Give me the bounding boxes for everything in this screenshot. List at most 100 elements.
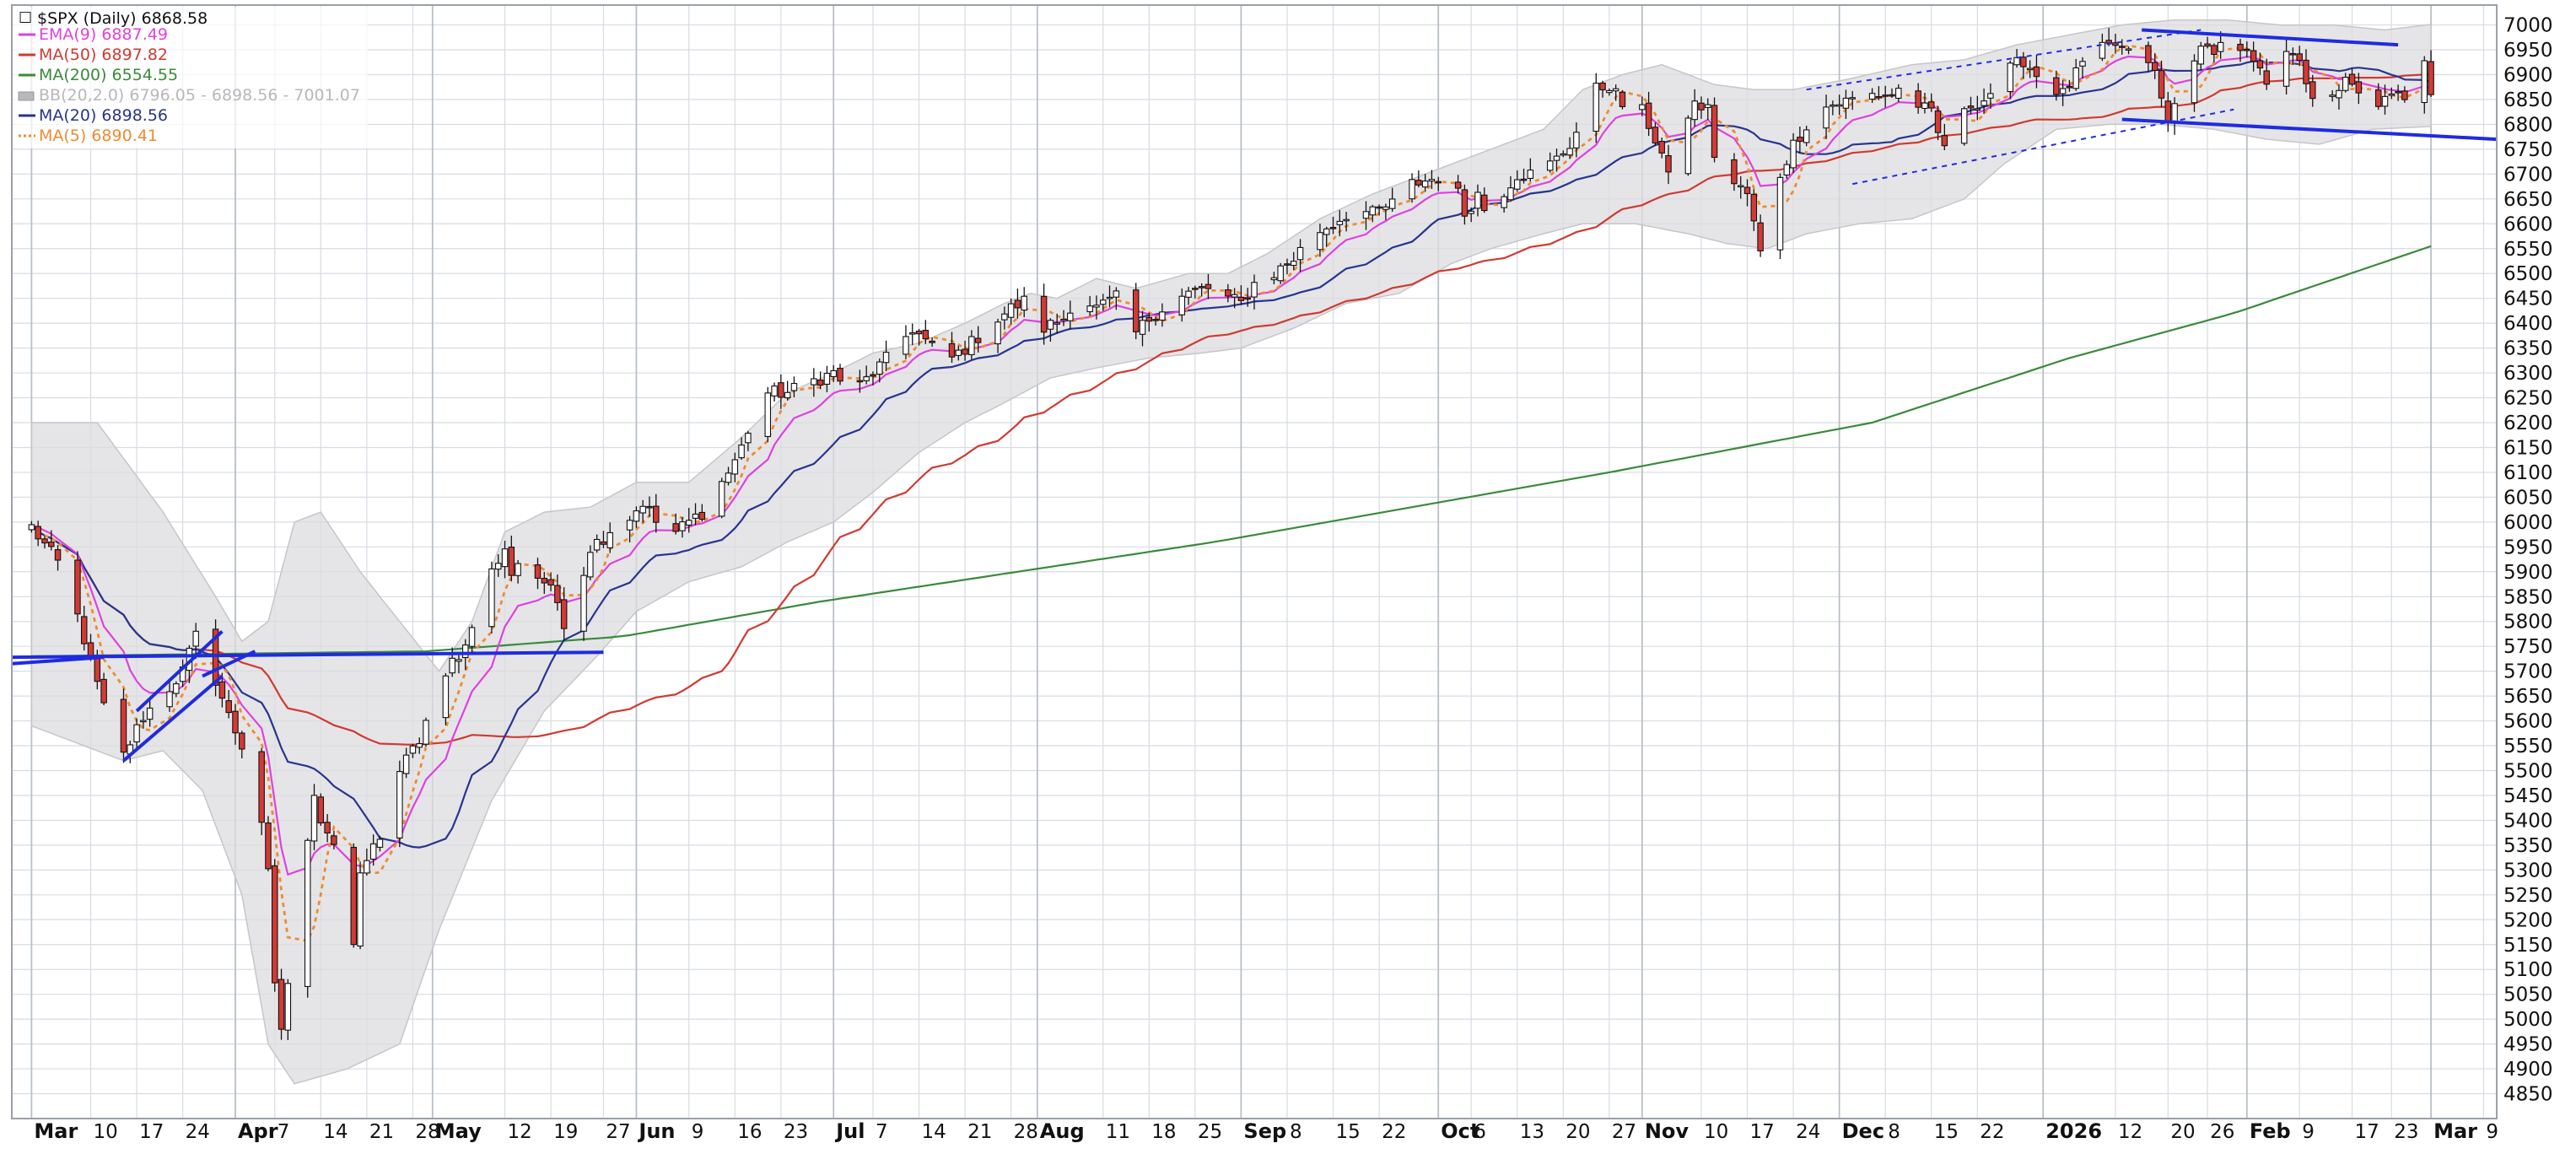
candle (679, 516, 686, 538)
candle (1797, 127, 1803, 154)
y-tick-label: 5450 (2503, 785, 2553, 807)
y-tick-label: 6000 (2503, 512, 2553, 534)
candle (1362, 201, 1370, 230)
x-tick-label: Mar (2433, 1119, 2477, 1143)
candle (1698, 96, 1705, 119)
y-tick-label: 5750 (2503, 636, 2553, 658)
ma50-line (30, 73, 2432, 746)
candle (120, 688, 127, 763)
candle (1790, 132, 1797, 174)
candle (80, 606, 88, 651)
candle (2355, 73, 2363, 105)
candle (2204, 36, 2211, 49)
candle (423, 717, 429, 747)
candle (1560, 150, 1567, 158)
y-tick-label: 6300 (2503, 363, 2553, 385)
candle (1329, 216, 1337, 235)
candle (560, 587, 568, 641)
x-tick-label: 21 (967, 1121, 992, 1143)
candle (1481, 187, 1488, 213)
candle (232, 704, 239, 745)
y-tick-label: 6250 (2503, 388, 2553, 410)
y-tick-label: 6150 (2503, 437, 2553, 459)
y-tick-label: 4850 (2503, 1084, 2553, 1106)
candle (2381, 84, 2389, 115)
candle (35, 520, 41, 547)
candle (1639, 96, 1646, 116)
candle (731, 452, 739, 483)
y-tick-label: 5650 (2503, 686, 2553, 708)
candle (2197, 41, 2205, 71)
candle (173, 681, 180, 698)
candle (856, 369, 864, 393)
candle (2250, 41, 2257, 72)
candle (1513, 170, 1521, 192)
candle (369, 834, 377, 866)
candle (1566, 137, 1573, 159)
y-tick-label: 6350 (2503, 338, 2553, 360)
x-tick-label: 19 (553, 1121, 578, 1143)
candle (1882, 85, 1889, 108)
candle (1277, 262, 1284, 284)
candle (863, 365, 870, 385)
candle (1231, 288, 1238, 309)
candle (1145, 312, 1153, 332)
candle (2211, 43, 2218, 63)
candle (1750, 189, 1758, 231)
y-axis: 4850490049505000505051005150520052505300… (2503, 15, 2553, 1106)
candle (409, 743, 417, 758)
candle (2348, 68, 2356, 87)
candle (948, 332, 956, 364)
y-tick-label: 5100 (2503, 959, 2553, 981)
y-tick-label: 6500 (2503, 263, 2553, 285)
x-tick-label: May (435, 1119, 482, 1143)
candle (1132, 283, 1140, 340)
candle (962, 340, 968, 361)
candle (908, 323, 916, 346)
candle (2329, 89, 2336, 102)
candle (1849, 90, 1856, 111)
candle (258, 747, 265, 835)
candle (48, 530, 55, 551)
candle (2033, 54, 2040, 89)
candle (442, 672, 450, 725)
chart-title-row: ☐ $SPX (Daily) 6868.58 (19, 9, 207, 28)
legend-entry: MA(200) 6554.55 (19, 66, 178, 84)
x-tick-label: Jun (637, 1119, 675, 1143)
y-tick-label: 6200 (2503, 413, 2553, 434)
candle (1691, 89, 1698, 127)
candle (331, 830, 337, 849)
candle (1546, 152, 1554, 173)
x-tick-label: 6 (1474, 1121, 1486, 1143)
y-tick-label: 5800 (2503, 612, 2553, 634)
candle (816, 371, 824, 390)
candle (41, 536, 48, 549)
candle (1244, 288, 1251, 307)
candle (2401, 86, 2408, 103)
x-tick-label: 14 (323, 1121, 348, 1143)
candle (1323, 226, 1330, 247)
candle (1743, 179, 1751, 207)
trendline (2121, 117, 2498, 142)
legend-entry: MA(20) 6898.56 (19, 106, 168, 125)
svg-text:☐: ☐ (19, 9, 32, 27)
y-tick-label: 6700 (2503, 164, 2553, 186)
candle (639, 499, 646, 523)
y-tick-label: 5300 (2503, 860, 2553, 882)
x-tick-label: 12 (2118, 1121, 2142, 1143)
candle (1185, 287, 1192, 305)
candle (1428, 170, 1436, 190)
x-tick-label: 9 (692, 1121, 704, 1143)
x-tick-label: 17 (2355, 1121, 2379, 1143)
candle (1705, 98, 1711, 121)
candle (278, 968, 285, 1040)
x-tick-label: 10 (94, 1121, 118, 1143)
x-tick-label: Feb (2250, 1119, 2291, 1143)
x-tick-label: 24 (186, 1121, 210, 1143)
candle (1599, 80, 1606, 98)
candle (1159, 303, 1166, 327)
candle (304, 838, 311, 998)
candle (28, 520, 35, 533)
moving-averages (30, 44, 2432, 942)
y-tick-label: 6050 (2503, 487, 2553, 509)
